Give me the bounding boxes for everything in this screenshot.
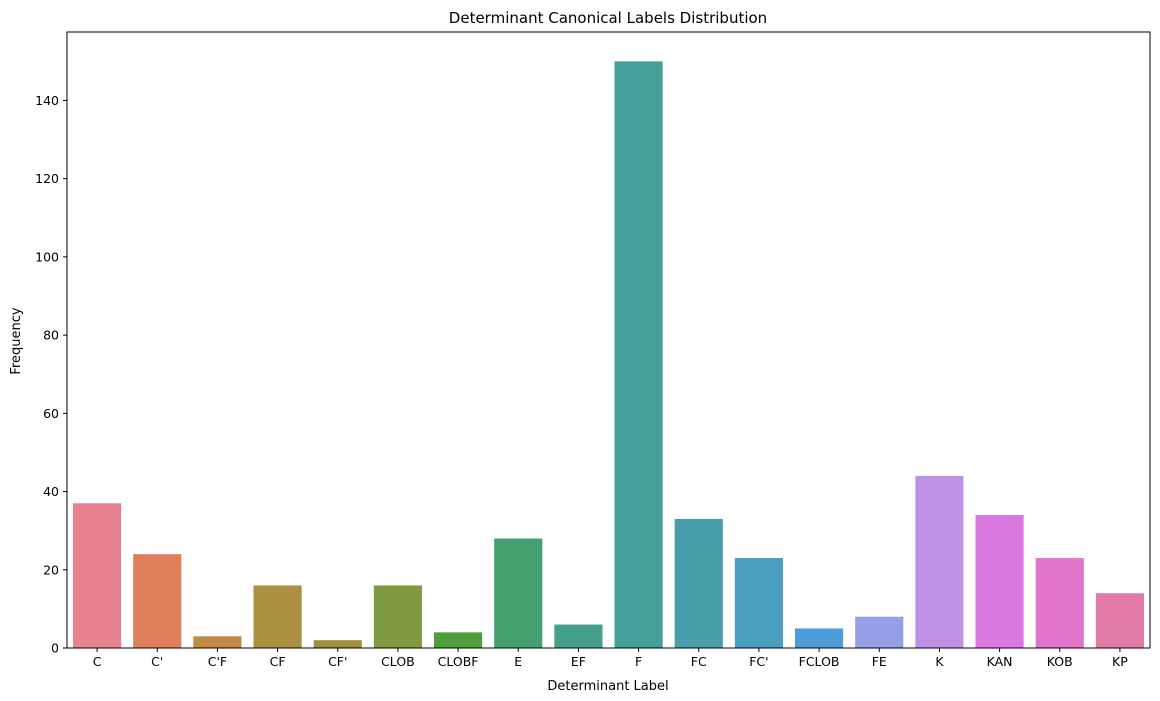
y-tick-label: 120	[35, 171, 59, 186]
bar-cf	[253, 585, 302, 648]
x-tick-label: CLOBF	[438, 654, 479, 669]
x-tick-label: FC	[691, 654, 707, 669]
y-tick-label: 80	[43, 328, 59, 343]
bar-c	[73, 503, 122, 648]
x-tick-label: F	[635, 654, 642, 669]
bars-group	[73, 61, 1144, 649]
bar-clob	[373, 585, 422, 648]
plot-area-frame	[66, 31, 1151, 649]
x-tick-label: CF'	[328, 654, 347, 669]
x-tick-label: E	[514, 654, 522, 669]
x-tick-label: CLOB	[381, 654, 415, 669]
y-tick-label: 20	[43, 562, 59, 577]
bar-cprime	[133, 554, 182, 648]
bar-fe	[855, 616, 904, 648]
bar-fclob	[795, 628, 844, 648]
x-axis-label: Determinant Label	[547, 679, 668, 694]
y-axis-ticks: 0 20 40 60 80 100 120 140	[35, 93, 67, 656]
x-tick-label: EF	[571, 654, 586, 669]
y-tick-label: 140	[35, 93, 59, 108]
bar-kp	[1095, 593, 1144, 648]
x-axis-ticks: C C' C'F CF CF' CLOB CLOBF E EF F FC FC' FCLOB FE K KAN…	[93, 648, 1128, 669]
bar-f	[614, 61, 663, 649]
bar-kan	[975, 515, 1024, 648]
x-tick-label: C	[93, 654, 102, 669]
y-tick-label: 0	[51, 641, 59, 656]
chart-title: Determinant Canonical Labels Distributio…	[449, 9, 767, 27]
x-tick-label: FC'	[749, 654, 768, 669]
x-tick-label: K	[935, 654, 944, 669]
x-tick-label: KP	[1112, 654, 1128, 669]
y-axis-label: Frequency	[9, 307, 24, 374]
x-tick-label: FCLOB	[799, 654, 840, 669]
x-tick-label: KAN	[987, 654, 1013, 669]
x-tick-label: KOB	[1047, 654, 1073, 669]
bar-kob	[1035, 558, 1084, 648]
bar-k	[915, 475, 964, 648]
y-tick-label: 40	[43, 484, 59, 499]
bar-cprimef	[193, 636, 242, 648]
x-tick-label: CF	[270, 654, 286, 669]
y-tick-label: 60	[43, 406, 59, 421]
x-tick-label: C'	[151, 654, 163, 669]
bar-ef	[554, 624, 603, 648]
bar-fcprime	[734, 558, 783, 648]
bar-fc	[674, 518, 723, 648]
bar-e	[494, 538, 543, 648]
bar-clobf	[434, 632, 483, 648]
x-tick-label: FE	[872, 654, 887, 669]
y-tick-label: 100	[35, 249, 59, 264]
x-tick-label: C'F	[208, 654, 227, 669]
bar-cfprime	[313, 640, 362, 648]
